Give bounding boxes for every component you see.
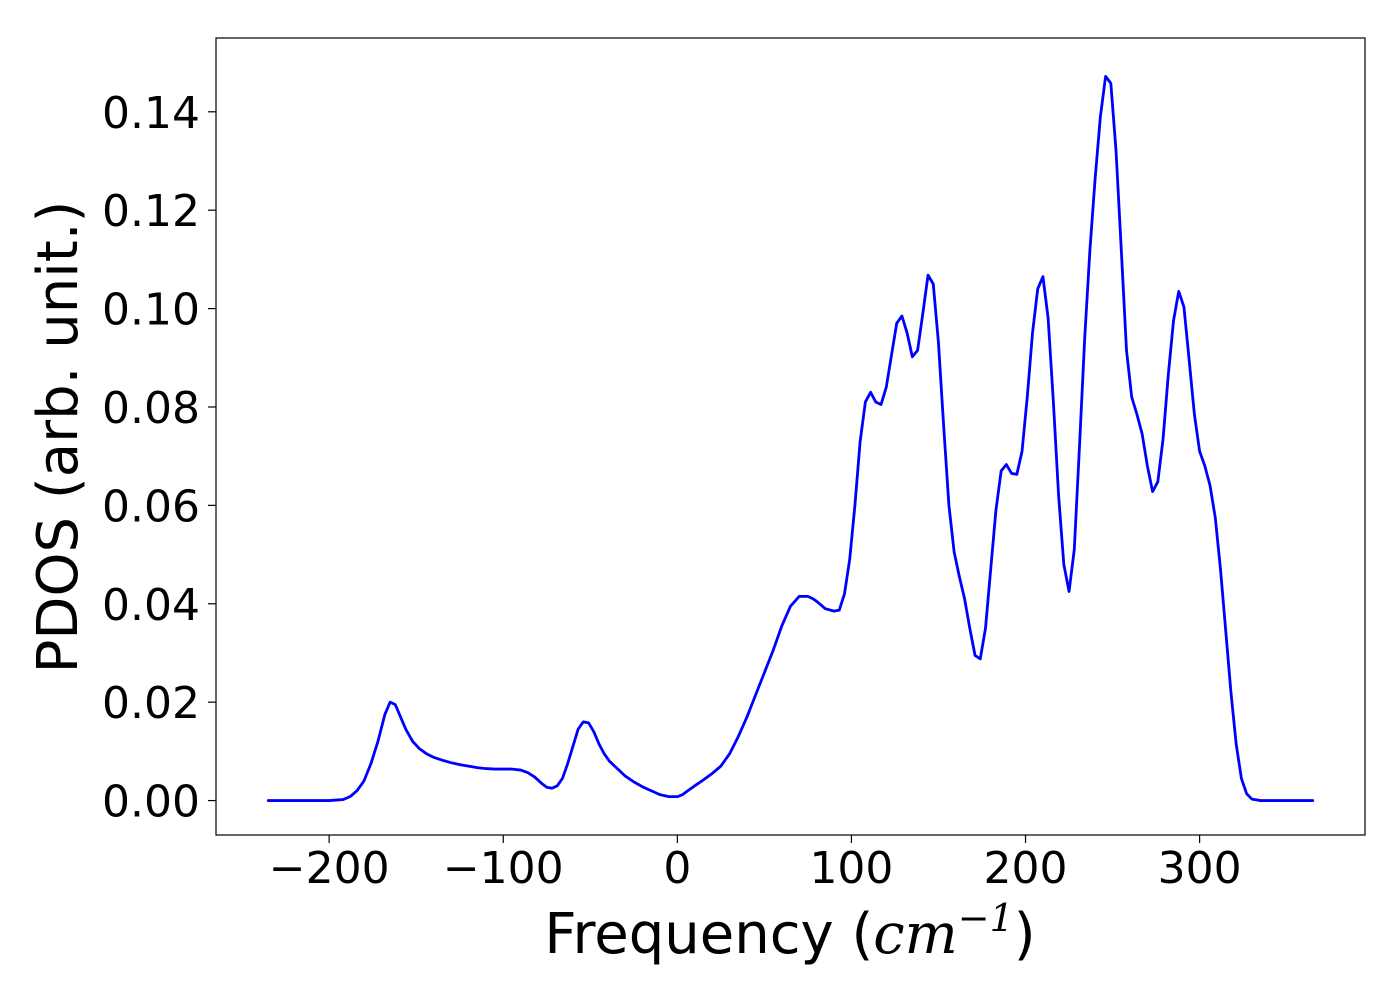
x-axis-label-unit: cm: [873, 902, 957, 967]
y-tick-label: 0.12: [102, 186, 200, 237]
x-tick-label: 0: [663, 843, 691, 894]
y-tick-label: 0.06: [102, 481, 200, 532]
x-tick-label: −200: [269, 843, 390, 894]
x-tick-label: −100: [443, 843, 564, 894]
y-tick-label: 0.08: [102, 383, 200, 434]
y-tick-label: 0.00: [102, 777, 200, 828]
plot-frame: [215, 37, 1366, 836]
y-axis-label: PDOS (arb. unit.): [26, 201, 91, 674]
y-tick-label: 0.10: [102, 285, 200, 336]
y-tick-label: 0.14: [102, 88, 200, 139]
x-axis-label: Frequency (cm−1): [544, 896, 1035, 967]
series-line-0: [266, 74, 1315, 802]
x-tick-label: 200: [984, 843, 1068, 894]
x-tick-label: 300: [1158, 843, 1242, 894]
y-tick-label: 0.02: [102, 678, 200, 729]
x-axis-label-suffix: ): [1014, 902, 1036, 967]
x-axis-ticks: −200 −100 0 100 200 300: [269, 835, 1242, 894]
plot-marks: [266, 74, 1315, 802]
y-axis-ticks: 0.00 0.02 0.04 0.06 0.08 0.10 0.12 0.14: [102, 88, 216, 828]
y-tick-label: 0.04: [102, 580, 200, 631]
x-axis-label-exponent: −1: [958, 896, 1014, 940]
x-axis-label-prefix: Frequency (: [544, 902, 873, 967]
x-tick-label: 100: [809, 843, 893, 894]
